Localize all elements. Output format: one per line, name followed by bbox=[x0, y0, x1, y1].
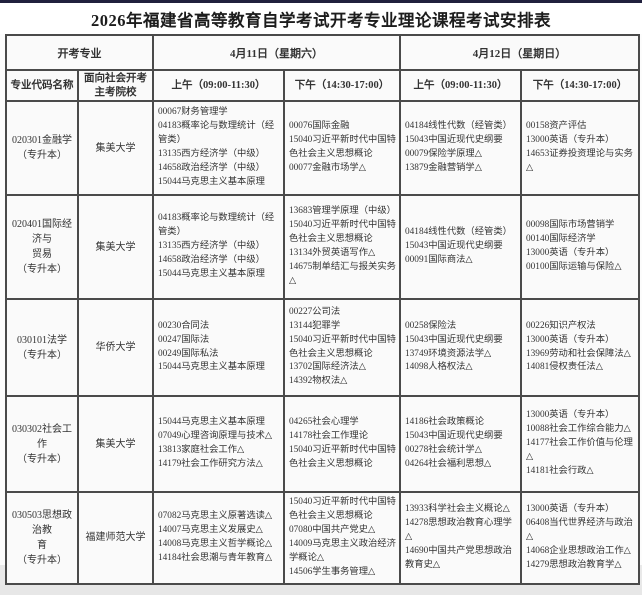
table-header-row: 开考专业 4月11日（星期六） 4月12日（星期日） bbox=[5, 34, 640, 71]
saturday-afternoon-courses-cell: 04265社会心理学 14178社会工作理论 15040习近平新时代中国特色社会… bbox=[283, 395, 401, 493]
school-cell: 集美大学 bbox=[77, 395, 154, 493]
saturday-morning-courses-cell: 07082马克思主义原著选读△ 14007马克思主义发展史△ 14008马克思主… bbox=[152, 491, 285, 585]
table-row: 020301金融学 （专升本） 集美大学 00067财务管理学 04183概率论… bbox=[5, 100, 640, 196]
saturday-morning-courses-cell: 15044马克思主义基本原理 07049心理咨询原理与技术△ 13813家庭社会… bbox=[152, 395, 285, 493]
school-cell: 华侨大学 bbox=[77, 298, 154, 397]
bottom-margin-strip bbox=[0, 584, 642, 595]
saturday-morning-courses-cell: 00067财务管理学 04183概率论与数理统计（经管类） 13135西方经济学… bbox=[152, 100, 285, 196]
saturday-afternoon-courses-cell: 00227公司法 13144犯罪学 15040习近平新时代中国特色社会主义思想概… bbox=[283, 298, 401, 397]
sunday-morning-courses-cell: 14186社会政策概论 15043中国近现代史纲要 00278社会统计学△ 04… bbox=[399, 395, 522, 493]
major-code-cell: 030503思想政治教 育 （专升本） bbox=[5, 491, 79, 585]
subheader-saturday-morning: 上午（09:00-11:30） bbox=[152, 69, 285, 102]
school-cell: 福建师范大学 bbox=[77, 491, 154, 585]
saturday-morning-courses-cell: 04183概率论与数理统计（经管类） 13135西方经济学（中级） 14658政… bbox=[152, 194, 285, 300]
major-code-cell: 020301金融学 （专升本） bbox=[5, 100, 79, 196]
subheader-sunday-morning: 上午（09:00-11:30） bbox=[399, 69, 522, 102]
header-date-saturday: 4月11日（星期六） bbox=[152, 34, 401, 71]
sunday-morning-courses-cell: 00258保险法 15043中国近现代史纲要 13749环境资源法学△ 1409… bbox=[399, 298, 522, 397]
major-code-cell: 030101法学 （专升本） bbox=[5, 298, 79, 397]
sunday-morning-courses-cell: 04184线性代数（经管类） 15043中国近现代史纲要 00079保险学原理△… bbox=[399, 100, 522, 196]
top-accent-bar bbox=[0, 0, 642, 3]
subheader-saturday-afternoon: 下午（14:30-17:00） bbox=[283, 69, 401, 102]
school-cell: 集美大学 bbox=[77, 194, 154, 300]
sunday-afternoon-courses-cell: 00098国际市场营销学 00140国际经济学 13000英语（专升本） 001… bbox=[520, 194, 640, 300]
header-date-sunday: 4月12日（星期日） bbox=[399, 34, 640, 71]
sunday-afternoon-courses-cell: 13000英语（专升本） 10088社会工作综合能力△ 14177社会工作价值与… bbox=[520, 395, 640, 493]
table-row: 020401国际经济与 贸易 （专升本） 集美大学 04183概率论与数理统计（… bbox=[5, 194, 640, 300]
table-row: 030503思想政治教 育 （专升本） 福建师范大学 07082马克思主义原著选… bbox=[5, 491, 640, 585]
table-subheader-row: 专业代码名称 面向社会开考 主考院校 上午（09:00-11:30） 下午（14… bbox=[5, 69, 640, 102]
exam-schedule-table: 开考专业 4月11日（星期六） 4月12日（星期日） 专业代码名称 面向社会开考… bbox=[5, 34, 640, 585]
header-open-majors: 开考专业 bbox=[5, 34, 154, 71]
saturday-afternoon-courses-cell: 13683管理学原理（中级） 15040习近平新时代中国特色社会主义思想概论 1… bbox=[283, 194, 401, 300]
sunday-afternoon-courses-cell: 00158资产评估 13000英语（专升本） 14653证券投资理论与实务△ bbox=[520, 100, 640, 196]
major-code-cell: 020401国际经济与 贸易 （专升本） bbox=[5, 194, 79, 300]
sunday-morning-courses-cell: 13933科学社会主义概论△ 14278思想政治教育心理学△ 14690中国共产… bbox=[399, 491, 522, 585]
sunday-morning-courses-cell: 04184线性代数（经管类） 15043中国近现代史纲要 00091国际商法△ bbox=[399, 194, 522, 300]
subheader-major-code: 专业代码名称 bbox=[5, 69, 79, 102]
saturday-afternoon-courses-cell: 15040习近平新时代中国特色社会主义思想概论 07080中国共产党史△ 140… bbox=[283, 491, 401, 585]
subheader-school: 面向社会开考 主考院校 bbox=[77, 69, 154, 102]
table-row: 030302社会工作 （专升本） 集美大学 15044马克思主义基本原理 070… bbox=[5, 395, 640, 493]
table-row: 030101法学 （专升本） 华侨大学 00230合同法 00247国际法 00… bbox=[5, 298, 640, 397]
subheader-sunday-afternoon: 下午（14:30-17:00） bbox=[520, 69, 640, 102]
sunday-afternoon-courses-cell: 00226知识产权法 13000英语（专升本） 13969劳动和社会保障法△ 1… bbox=[520, 298, 640, 397]
major-code-cell: 030302社会工作 （专升本） bbox=[5, 395, 79, 493]
saturday-morning-courses-cell: 00230合同法 00247国际法 00249国际私法 15044马克思主义基本… bbox=[152, 298, 285, 397]
sunday-afternoon-courses-cell: 13000英语（专升本） 06408当代世界经济与政治△ 14068企业思想政治… bbox=[520, 491, 640, 585]
page-title: 2026年福建省高等教育自学考试开考专业理论课程考试安排表 bbox=[0, 3, 642, 34]
school-cell: 集美大学 bbox=[77, 100, 154, 196]
saturday-afternoon-courses-cell: 00076国际金融 15040习近平新时代中国特色社会主义思想概论 00077金… bbox=[283, 100, 401, 196]
